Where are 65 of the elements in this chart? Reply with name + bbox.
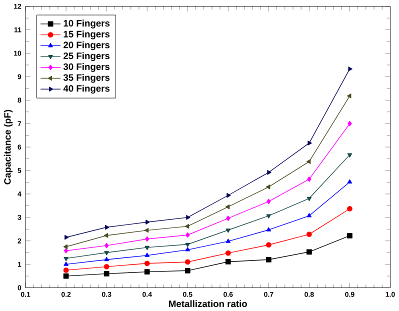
legend-label: 35 Fingers <box>63 74 110 83</box>
legend-label: 15 Fingers <box>64 30 110 40</box>
point <box>226 193 231 198</box>
point <box>347 179 352 184</box>
legend-label: 25 Fingers <box>64 52 110 62</box>
point <box>144 260 150 266</box>
point <box>266 227 272 232</box>
point <box>104 264 110 270</box>
legend-label: 20 Fingers <box>64 41 110 50</box>
point <box>347 94 352 98</box>
point <box>348 120 352 126</box>
point <box>146 220 150 224</box>
point <box>184 259 190 265</box>
point <box>306 196 312 202</box>
point <box>266 242 272 248</box>
legend-label: 40 Fingers <box>63 84 110 94</box>
point <box>185 242 190 248</box>
point <box>184 268 190 274</box>
point <box>104 271 110 276</box>
point <box>64 256 68 262</box>
point <box>105 224 110 230</box>
point <box>186 232 190 238</box>
point <box>104 233 108 238</box>
point <box>348 66 352 72</box>
point <box>226 228 231 233</box>
point <box>104 256 109 262</box>
point <box>347 153 352 158</box>
point <box>144 269 150 275</box>
legend-label: 30 Fingers <box>63 63 110 72</box>
point <box>63 268 69 273</box>
point <box>306 249 312 255</box>
point <box>306 159 311 164</box>
point <box>225 204 230 210</box>
point <box>306 232 312 237</box>
point <box>64 234 69 240</box>
point <box>306 213 312 218</box>
y-axis-title: Capacitance (pF) <box>4 110 13 184</box>
legend-label: 10 Fingers <box>64 20 110 28</box>
point <box>308 140 312 146</box>
point <box>184 224 190 229</box>
point <box>347 206 352 212</box>
point <box>63 273 69 279</box>
point <box>144 252 150 257</box>
point <box>63 244 68 250</box>
point <box>144 228 149 233</box>
point <box>144 246 150 250</box>
point <box>145 236 150 242</box>
point <box>226 238 231 243</box>
point <box>267 170 272 175</box>
point <box>185 247 190 252</box>
point <box>104 242 109 248</box>
point <box>104 251 109 256</box>
point <box>266 184 270 190</box>
point <box>186 215 190 220</box>
point <box>347 233 352 238</box>
point <box>225 250 231 256</box>
point <box>226 216 230 222</box>
point <box>266 198 271 204</box>
point <box>225 259 231 264</box>
point <box>266 256 272 262</box>
point <box>64 248 68 254</box>
point <box>266 214 272 218</box>
point <box>307 176 312 182</box>
x-axis-title: Metallization ratio <box>169 300 247 308</box>
point <box>64 262 68 266</box>
